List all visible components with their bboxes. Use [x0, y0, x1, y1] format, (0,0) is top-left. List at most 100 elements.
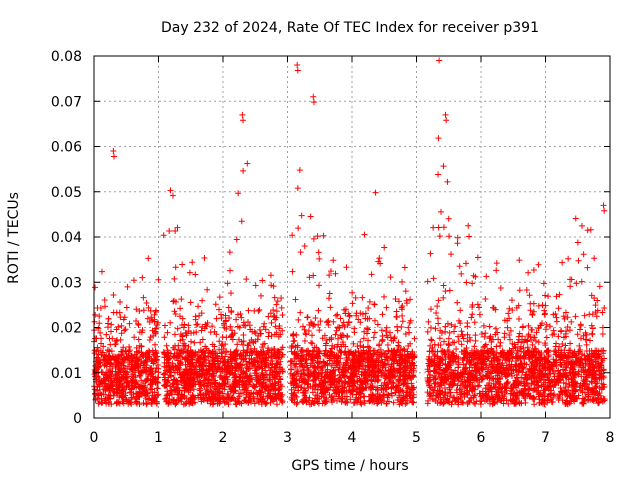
data-point — [337, 315, 344, 322]
data-point — [332, 270, 339, 277]
data-point — [409, 394, 416, 401]
data-point — [172, 227, 179, 234]
data-point — [279, 344, 286, 351]
data-point — [576, 326, 583, 333]
data-point — [375, 396, 382, 403]
data-point — [502, 373, 509, 380]
data-point — [179, 336, 186, 343]
data-point — [256, 326, 263, 333]
data-point — [365, 304, 372, 311]
data-point — [198, 327, 205, 334]
data-point — [312, 382, 319, 389]
data-point — [478, 398, 485, 405]
data-point — [191, 376, 198, 383]
data-point — [526, 354, 533, 361]
data-point — [123, 304, 130, 311]
data-point — [551, 376, 558, 383]
data-point — [143, 368, 150, 375]
data-point — [399, 396, 406, 403]
data-point — [527, 307, 534, 314]
data-point — [274, 298, 281, 305]
data-point — [180, 348, 187, 355]
data-point — [506, 331, 513, 338]
data-point — [448, 251, 455, 258]
data-point — [404, 354, 411, 361]
data-point — [136, 307, 143, 314]
data-point — [384, 334, 391, 341]
data-point — [279, 351, 286, 358]
data-point — [560, 313, 567, 320]
data-point — [592, 384, 599, 391]
data-point — [514, 380, 521, 387]
data-point — [240, 319, 247, 326]
data-point — [259, 344, 266, 351]
data-point — [366, 298, 373, 305]
data-point — [188, 384, 195, 391]
data-point — [92, 284, 99, 291]
data-point — [104, 374, 111, 381]
data-point — [237, 361, 244, 368]
data-point — [402, 373, 409, 380]
data-point — [553, 349, 560, 356]
data-point — [113, 379, 120, 386]
data-point — [578, 373, 585, 380]
data-point — [353, 373, 360, 380]
data-point — [397, 386, 404, 393]
data-point — [147, 364, 154, 371]
data-point — [504, 367, 511, 374]
data-point — [268, 319, 275, 326]
data-point — [163, 354, 170, 361]
data-point — [260, 393, 267, 400]
data-point — [369, 384, 376, 391]
data-point — [536, 393, 543, 400]
data-point — [455, 333, 462, 340]
data-point — [216, 338, 223, 345]
data-point — [309, 340, 316, 347]
data-point — [107, 392, 114, 399]
x-tick-label: 6 — [477, 430, 486, 446]
data-point — [147, 381, 154, 388]
data-point — [107, 361, 114, 368]
data-point — [179, 261, 186, 268]
data-point — [176, 350, 183, 357]
data-point — [372, 189, 379, 196]
data-point — [443, 117, 450, 124]
data-point — [119, 388, 126, 395]
data-point — [513, 304, 520, 311]
data-point — [457, 395, 464, 402]
data-point — [378, 399, 385, 406]
data-point — [130, 277, 137, 284]
data-point — [364, 378, 371, 385]
data-point — [601, 305, 608, 312]
data-point — [551, 370, 558, 377]
data-point — [593, 313, 600, 320]
data-point — [146, 353, 153, 360]
data-point — [268, 333, 275, 340]
data-point — [291, 337, 298, 344]
data-point — [307, 353, 314, 360]
data-point — [306, 350, 313, 357]
data-point — [455, 338, 462, 345]
data-point — [193, 329, 200, 336]
data-point — [501, 390, 508, 397]
data-point — [328, 334, 335, 341]
data-point — [172, 311, 179, 318]
data-point — [346, 312, 353, 319]
data-point — [251, 358, 258, 365]
data-point — [535, 339, 542, 346]
data-point — [352, 349, 359, 356]
data-point — [272, 316, 279, 323]
data-point — [290, 338, 297, 345]
data-point — [238, 338, 245, 345]
data-point — [200, 355, 207, 362]
data-point — [553, 293, 560, 300]
data-point — [171, 331, 178, 338]
data-point — [546, 323, 553, 330]
data-point — [464, 331, 471, 338]
data-point — [432, 397, 439, 404]
data-point — [198, 310, 205, 317]
data-point — [109, 382, 116, 389]
data-point — [338, 334, 345, 341]
data-point — [186, 363, 193, 370]
data-point — [579, 351, 586, 358]
